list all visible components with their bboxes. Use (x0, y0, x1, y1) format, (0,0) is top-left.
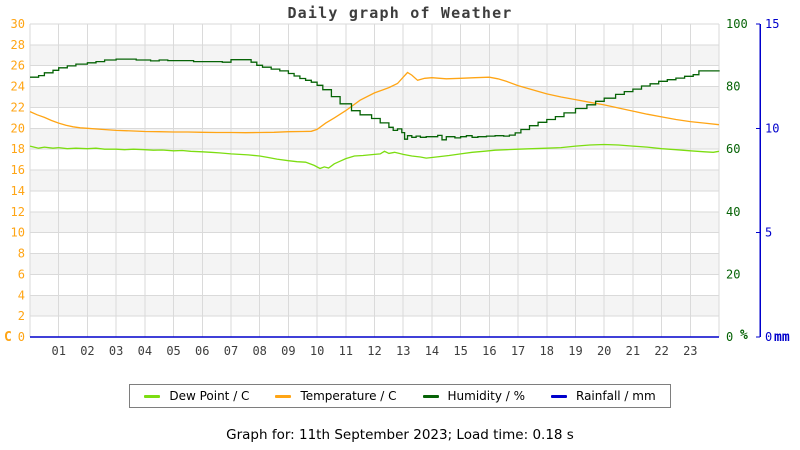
series-dew (29, 143, 720, 170)
svg-text:100: 100 (726, 17, 748, 31)
svg-text:06: 06 (195, 344, 209, 358)
svg-text:26: 26 (11, 59, 25, 73)
x-axis-labels: 01 02 03 04 05 06 07 08 09 10 11 12 13 14 15 16 17 18 19 20… (51, 344, 697, 358)
series-lines (29, 58, 720, 338)
svg-text:28: 28 (11, 38, 25, 52)
legend-label: Temperature / C (300, 389, 397, 403)
svg-text:13: 13 (396, 344, 410, 358)
svg-text:23: 23 (683, 344, 697, 358)
svg-text:5: 5 (765, 226, 772, 240)
svg-text:18: 18 (11, 142, 25, 156)
legend-label: Dew Point / C (169, 389, 250, 403)
svg-text:2: 2 (18, 309, 25, 323)
humidity-axis-labels: 0 20 40 60 80 100% (726, 17, 748, 344)
series-humidity (30, 58, 720, 141)
legend-item: Dew Point / C (144, 389, 249, 403)
legend-swatch (275, 394, 292, 398)
svg-text:mm: mm (774, 330, 790, 345)
svg-text:24: 24 (11, 80, 25, 94)
svg-text:07: 07 (224, 344, 238, 358)
svg-text:03: 03 (109, 344, 123, 358)
svg-text:80: 80 (726, 80, 740, 94)
svg-text:%: % (740, 328, 748, 343)
svg-text:40: 40 (726, 205, 740, 219)
svg-text:10: 10 (765, 121, 779, 135)
svg-text:12: 12 (11, 205, 25, 219)
legend-label: Humidity / % (447, 389, 525, 403)
svg-text:02: 02 (80, 344, 94, 358)
chart-title: Daily graph of Weather (287, 4, 513, 22)
svg-text:16: 16 (11, 163, 25, 177)
svg-text:10: 10 (11, 226, 25, 240)
svg-text:0: 0 (18, 330, 25, 344)
graph-footer: Graph for: 11th September 2023; Load tim… (226, 427, 574, 443)
svg-text:30: 30 (11, 17, 25, 31)
svg-text:08: 08 (252, 344, 266, 358)
svg-text:0: 0 (765, 330, 772, 344)
legend-swatch (422, 394, 439, 398)
svg-text:20: 20 (726, 267, 740, 281)
svg-text:16: 16 (482, 344, 496, 358)
legend-item: Rainfall / mm (551, 389, 656, 403)
svg-text:19: 19 (568, 344, 582, 358)
svg-text:C: C (4, 330, 12, 345)
svg-text:15: 15 (453, 344, 467, 358)
svg-text:60: 60 (726, 142, 740, 156)
legend-swatch (551, 394, 567, 398)
svg-text:20: 20 (597, 344, 611, 358)
svg-text:01: 01 (51, 344, 65, 358)
svg-text:4: 4 (18, 288, 25, 302)
svg-text:21: 21 (626, 344, 640, 358)
svg-text:0: 0 (726, 330, 733, 344)
svg-text:10: 10 (310, 344, 324, 358)
legend: Dew Point / C Temperature / C Humidity / %… (0, 384, 800, 408)
svg-text:04: 04 (138, 344, 152, 358)
legend-box: Dew Point / C Temperature / C Humidity / %… (129, 384, 671, 408)
svg-text:20: 20 (11, 121, 25, 135)
svg-text:18: 18 (540, 344, 554, 358)
svg-text:12: 12 (367, 344, 381, 358)
legend-item: Temperature / C (275, 389, 397, 403)
svg-text:15: 15 (765, 17, 779, 31)
series-temperature (29, 71, 720, 134)
svg-text:22: 22 (654, 344, 668, 358)
legend-label: Rainfall / mm (576, 389, 656, 403)
svg-text:6: 6 (18, 267, 25, 281)
svg-text:17: 17 (511, 344, 525, 358)
svg-text:11: 11 (339, 344, 353, 358)
legend-swatch (144, 394, 161, 398)
svg-text:22: 22 (11, 100, 25, 114)
svg-text:8: 8 (18, 247, 25, 261)
rain-axis: 0 5 10 15 mm (756, 17, 790, 345)
svg-text:14: 14 (11, 184, 25, 198)
svg-text:05: 05 (166, 344, 180, 358)
legend-item: Humidity / % (422, 389, 525, 403)
svg-text:14: 14 (425, 344, 439, 358)
svg-text:09: 09 (281, 344, 295, 358)
